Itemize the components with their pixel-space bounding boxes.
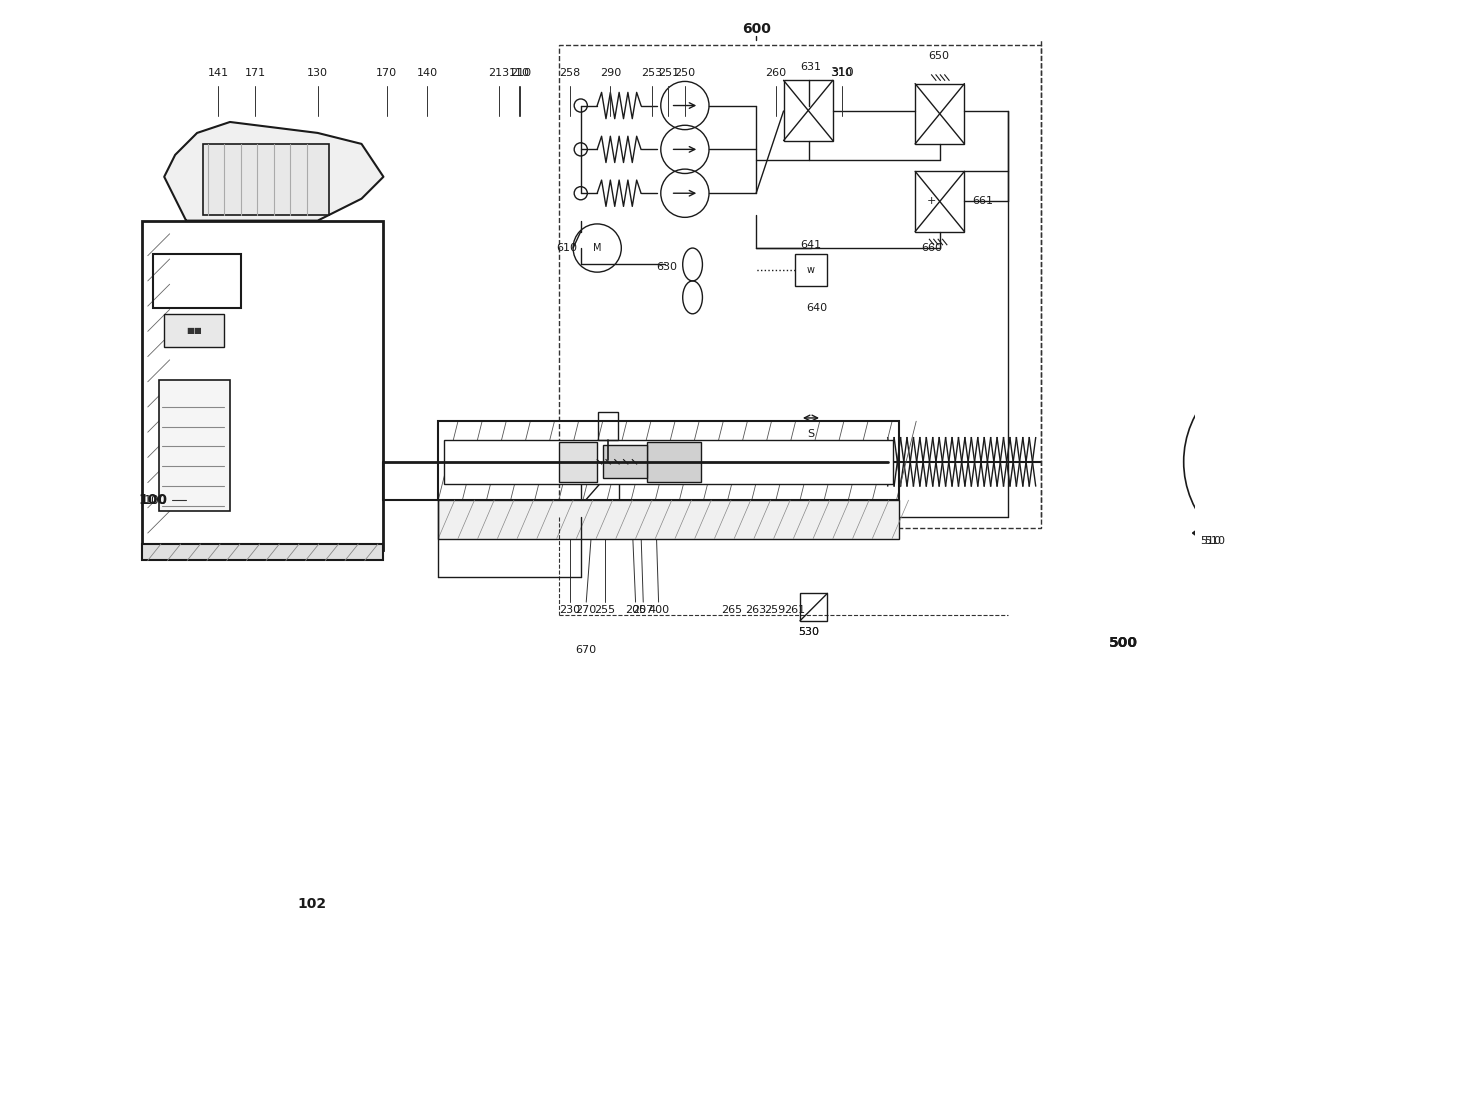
- Bar: [646, 442, 702, 481]
- Text: S: S: [807, 429, 814, 439]
- Text: 670: 670: [575, 645, 596, 655]
- Text: 263: 263: [746, 604, 766, 614]
- Text: 661: 661: [972, 196, 993, 206]
- Text: 530: 530: [798, 626, 819, 636]
- Bar: [580, 462, 618, 506]
- Bar: [602, 445, 646, 478]
- Text: 140: 140: [417, 68, 437, 78]
- Text: 600: 600: [741, 22, 770, 36]
- Bar: [915, 84, 965, 144]
- Bar: [159, 379, 230, 511]
- Text: 500: 500: [1108, 635, 1137, 650]
- Bar: [558, 442, 596, 481]
- Text: 530: 530: [798, 626, 819, 636]
- Text: 255: 255: [595, 604, 616, 614]
- Text: 500: 500: [1108, 635, 1137, 650]
- Text: 261: 261: [784, 604, 806, 614]
- Text: 259: 259: [765, 604, 785, 614]
- Text: 102: 102: [298, 897, 326, 911]
- Text: 640: 640: [806, 303, 827, 313]
- Bar: [558, 45, 1041, 528]
- Text: 230: 230: [560, 604, 580, 614]
- Text: 200: 200: [626, 604, 646, 614]
- Text: M: M: [594, 243, 601, 253]
- Bar: [598, 412, 618, 440]
- Bar: [439, 421, 899, 500]
- Bar: [203, 144, 329, 215]
- Text: +: +: [927, 196, 936, 206]
- Text: 141: 141: [208, 68, 228, 78]
- Text: 290: 290: [599, 68, 621, 78]
- Text: 100: 100: [139, 493, 168, 507]
- Bar: [142, 221, 383, 550]
- Bar: [439, 500, 899, 539]
- Text: 110: 110: [509, 68, 529, 78]
- Text: 170: 170: [376, 68, 398, 78]
- Bar: [794, 254, 827, 287]
- Text: 310: 310: [830, 66, 854, 79]
- Text: w: w: [807, 265, 814, 275]
- Text: 510: 510: [1203, 535, 1225, 546]
- Text: 610: 610: [556, 243, 577, 253]
- Text: 260: 260: [765, 68, 787, 78]
- Text: 250: 250: [674, 68, 696, 78]
- Text: 660: 660: [921, 243, 942, 253]
- Bar: [915, 171, 965, 232]
- Text: 650: 650: [928, 52, 949, 62]
- Bar: [800, 593, 827, 621]
- Text: 251: 251: [658, 68, 678, 78]
- Bar: [154, 254, 241, 309]
- Text: 265: 265: [721, 604, 743, 614]
- Bar: [142, 544, 383, 560]
- Text: 310: 310: [832, 68, 852, 78]
- Bar: [444, 440, 893, 484]
- Text: 213: 213: [488, 68, 509, 78]
- Text: 270: 270: [576, 604, 596, 614]
- Text: 400: 400: [648, 604, 670, 614]
- Text: 171: 171: [244, 68, 266, 78]
- Text: 210: 210: [510, 68, 531, 78]
- Polygon shape: [164, 122, 383, 221]
- Bar: [164, 314, 225, 346]
- Text: 630: 630: [656, 262, 677, 271]
- Bar: [784, 80, 833, 141]
- Text: 257: 257: [633, 604, 654, 614]
- Text: 253: 253: [642, 68, 662, 78]
- Polygon shape: [1193, 528, 1200, 539]
- Text: 510: 510: [1200, 535, 1222, 546]
- Text: 100: 100: [143, 493, 168, 507]
- Text: 130: 130: [307, 68, 327, 78]
- Text: ■■: ■■: [186, 325, 202, 335]
- Text: 641: 641: [800, 240, 822, 249]
- Text: 258: 258: [558, 68, 580, 78]
- Text: 631: 631: [800, 63, 822, 73]
